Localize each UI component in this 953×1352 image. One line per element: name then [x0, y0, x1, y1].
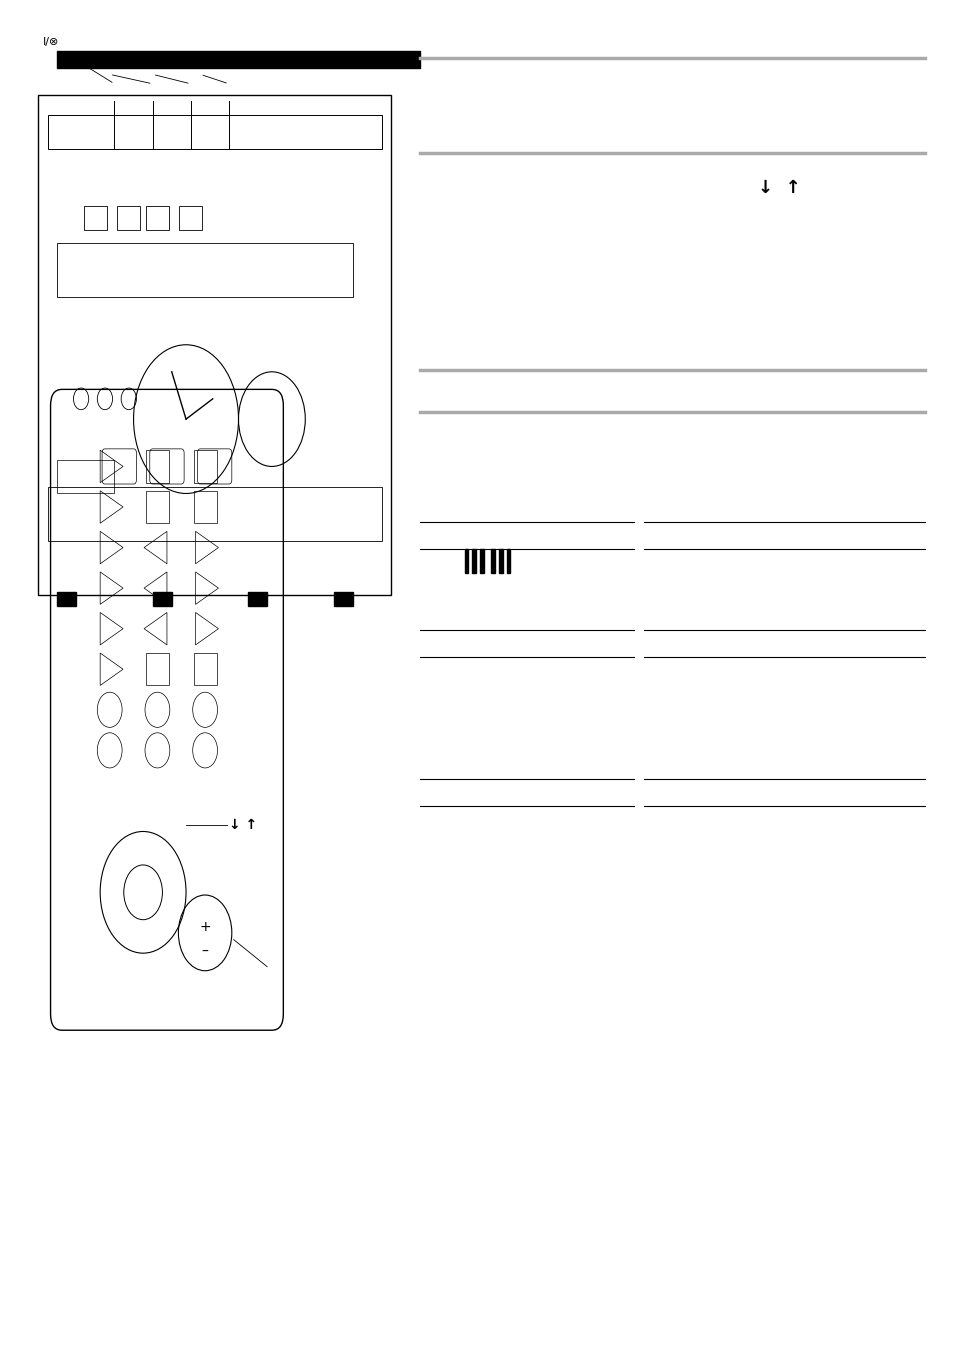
Bar	[479, 549, 483, 573]
Bar	[146, 206, 169, 230]
Bar	[193, 450, 216, 483]
Text: ↓  ↑: ↓ ↑	[758, 178, 801, 196]
Bar	[179, 206, 202, 230]
Bar	[193, 491, 216, 523]
Bar	[57, 243, 353, 297]
Text: I/⊗: I/⊗	[43, 38, 59, 47]
Bar	[146, 450, 169, 483]
Bar	[193, 653, 216, 685]
Bar	[38, 95, 391, 595]
Bar	[506, 549, 510, 573]
Bar	[146, 653, 169, 685]
Bar	[84, 206, 107, 230]
Bar	[57, 592, 76, 606]
Bar	[472, 549, 476, 573]
Bar	[248, 592, 267, 606]
Bar	[146, 491, 169, 523]
Bar	[117, 206, 140, 230]
Text: ↓ ↑: ↓ ↑	[229, 818, 256, 831]
Bar	[152, 592, 172, 606]
Text: +: +	[199, 921, 211, 934]
Bar	[334, 592, 353, 606]
Bar	[57, 51, 419, 68]
Bar	[48, 115, 381, 149]
Bar	[48, 487, 381, 541]
Text: –: –	[201, 945, 209, 959]
Bar	[498, 549, 502, 573]
Bar	[464, 549, 468, 573]
Bar	[491, 549, 495, 573]
Bar	[57, 460, 114, 493]
